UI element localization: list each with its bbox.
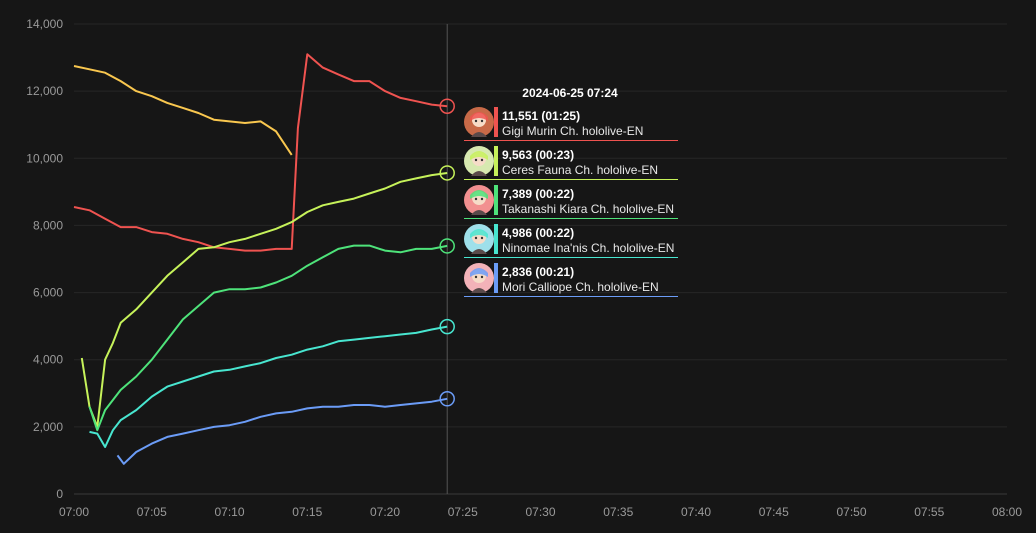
viewer-count: 9,563 — [502, 148, 533, 162]
series-end-marker-3 — [439, 238, 455, 254]
y-tick-label: 8,000 — [33, 218, 63, 232]
tooltip-row: 11,551 (01:25) Gigi Murin Ch. hololive-EN — [464, 106, 678, 141]
viewer-count: 7,389 — [502, 187, 533, 201]
y-tick-label: 14,000 — [26, 17, 63, 31]
channel-name: Ceres Fauna Ch. hololive-EN — [502, 163, 659, 177]
viewer-count: 2,836 — [502, 265, 533, 279]
series-line-5 — [116, 397, 448, 465]
channel-name: Ninomae Ina'nis Ch. hololive-EN — [502, 241, 675, 255]
calli-avatar-icon — [464, 263, 498, 293]
y-axis-ticks: 0 2,000 4,000 6,000 8,000 10,000 12,000 14,000 — [26, 17, 63, 501]
channel-name: Mori Calliope Ch. hololive-EN — [502, 280, 659, 294]
stream-duration: (00:22) — [535, 226, 575, 240]
x-tick-label: 07:55 — [914, 505, 944, 519]
tooltip-value: 7,389 (00:22) — [502, 187, 574, 201]
x-axis-ticks: 07:00 07:05 07:10 07:15 07:20 07:25 07:30 07:35… — [59, 505, 1022, 519]
series-end-markers — [439, 98, 455, 407]
tooltip-value: 11,551 (01:25) — [502, 109, 580, 123]
x-tick-label: 07:25 — [448, 505, 478, 519]
tooltip-row: 2,836 (00:21) Mori Calliope Ch. hololive-… — [464, 262, 678, 297]
gridlines — [74, 23, 1007, 495]
series-end-marker-4 — [439, 318, 455, 335]
viewer-count: 11,551 — [502, 109, 539, 123]
x-tick-label: 07:20 — [370, 505, 400, 519]
channel-name: Gigi Murin Ch. hololive-EN — [502, 124, 644, 138]
series-lines — [73, 53, 448, 465]
series-end-marker-2 — [439, 165, 455, 181]
x-tick-label: 07:00 — [59, 505, 89, 519]
stream-duration: (01:25) — [541, 109, 581, 123]
y-tick-label: 4,000 — [33, 353, 63, 367]
stream-duration: (00:21) — [535, 265, 575, 279]
x-tick-label: 07:35 — [603, 505, 633, 519]
tooltip-rows: 11,551 (01:25) Gigi Murin Ch. hololive-EN… — [464, 106, 678, 297]
gigi-avatar-icon — [464, 107, 498, 137]
tooltip-value: 4,986 (00:22) — [502, 226, 574, 240]
tooltip-value: 9,563 (00:23) — [502, 148, 574, 162]
x-tick-label: 07:30 — [525, 505, 555, 519]
chart-tooltip: 2024-06-25 07:24 11,551 (01:25) Gigi Muri… — [464, 86, 678, 301]
x-tick-label: 07:40 — [681, 505, 711, 519]
series-end-marker-0 — [439, 98, 455, 114]
y-tick-label: 0 — [56, 487, 63, 501]
series-line-3 — [88, 244, 448, 432]
stream-duration: (00:22) — [535, 187, 575, 201]
channel-name: Takanashi Kiara Ch. hololive-EN — [502, 202, 675, 216]
series-line-0 — [73, 53, 448, 252]
x-tick-label: 07:05 — [137, 505, 167, 519]
fauna-avatar-icon — [464, 146, 498, 176]
series-line-2 — [80, 172, 448, 428]
x-tick-label: 07:45 — [759, 505, 789, 519]
y-tick-label: 10,000 — [26, 151, 63, 165]
series-line-4 — [89, 325, 448, 448]
series-line-1 — [73, 65, 293, 156]
tooltip-title: 2024-06-25 07:24 — [522, 86, 618, 100]
series-end-marker-5 — [439, 391, 455, 407]
tooltip-value: 2,836 (00:21) — [502, 265, 574, 279]
ina-avatar-icon — [464, 224, 498, 254]
tooltip-row: 4,986 (00:22) Ninomae Ina'nis Ch. hololiv… — [464, 223, 678, 258]
tooltip-row: 9,563 (00:23) Ceres Fauna Ch. hololive-EN — [464, 145, 678, 180]
y-tick-label: 2,000 — [33, 420, 63, 434]
x-tick-label: 07:15 — [292, 505, 322, 519]
y-tick-label: 12,000 — [26, 84, 63, 98]
kiara-avatar-icon — [464, 185, 498, 215]
x-tick-label: 08:00 — [992, 505, 1022, 519]
x-tick-label: 07:50 — [836, 505, 866, 519]
x-tick-label: 07:10 — [214, 505, 244, 519]
stream-duration: (00:23) — [535, 148, 575, 162]
y-tick-label: 6,000 — [33, 286, 63, 300]
viewer-count: 4,986 — [502, 226, 533, 240]
tooltip-row: 7,389 (00:22) Takanashi Kiara Ch. hololiv… — [464, 184, 678, 219]
